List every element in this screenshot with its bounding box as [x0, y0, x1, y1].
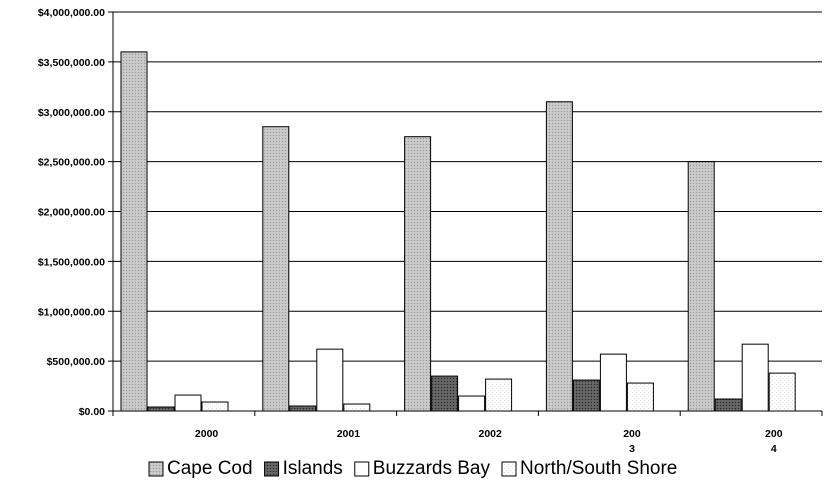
bar-buzzards-bay-4 [741, 343, 769, 412]
legend-label: Islands [283, 458, 343, 479]
bar-cape-cod-2 [404, 136, 432, 412]
y-tick-label: $3,500,000.00 [38, 57, 105, 69]
bar-islands-0 [147, 406, 175, 412]
y-axis-ticks: $0.00 $500,000.00 $1,000,000.00 $1,500,000.… [38, 7, 113, 418]
bar-islands-3 [572, 379, 600, 412]
axes [112, 12, 823, 416]
bar-cape-cod-1 [262, 126, 290, 412]
y-tick-label: $1,500,000.00 [38, 256, 105, 268]
y-tick-label: $2,500,000.00 [38, 157, 105, 169]
y-tick-label: $500,000.00 [47, 356, 106, 368]
legend-swatch [354, 461, 370, 477]
gridlines [113, 11, 822, 362]
bars [120, 51, 796, 412]
bar-islands-1 [289, 405, 317, 412]
x-tick-label: 200 [623, 428, 641, 440]
y-tick-label: $4,000,000.00 [38, 7, 105, 19]
y-tick-label: $1,000,000.00 [38, 306, 105, 318]
legend-swatch [148, 461, 164, 477]
x-tick-label: 2000 [195, 428, 219, 440]
legend-swatch [501, 461, 517, 477]
bar-cape-cod-0 [120, 51, 148, 412]
y-tick-label: $2,000,000.00 [38, 207, 105, 219]
x-tick-label: 4 [771, 443, 777, 455]
legend: Cape Cod Islands Buzzards Bay North/South S… [148, 458, 677, 479]
legend-label: North/South Shore [520, 458, 677, 479]
bar-north-south-shore-3 [626, 382, 654, 412]
legend-swatch [264, 461, 280, 477]
bar-north-south-shore-1 [343, 403, 371, 412]
bar-north-south-shore-4 [768, 372, 796, 412]
bar-buzzards-bay-1 [316, 348, 344, 412]
x-tick-label: 2002 [479, 428, 503, 440]
bar-cape-cod-4 [687, 161, 715, 412]
bar-cape-cod-3 [545, 101, 573, 412]
y-tick-label: $3,000,000.00 [38, 107, 105, 119]
x-tick-label: 3 [629, 443, 635, 455]
bar-north-south-shore-2 [485, 378, 513, 412]
legend-label: Cape Cod [167, 458, 253, 479]
x-tick-label: 2001 [337, 428, 361, 440]
y-tick-label: $0.00 [79, 406, 105, 418]
bar-islands-2 [431, 375, 459, 412]
x-tick-label: 200 [765, 428, 783, 440]
bar-islands-4 [714, 398, 742, 412]
bar-buzzards-bay-3 [599, 353, 627, 412]
bar-buzzards-bay-0 [174, 394, 202, 412]
bar-buzzards-bay-2 [458, 395, 486, 412]
legend-label: Buzzards Bay [373, 458, 491, 479]
bar-north-south-shore-0 [201, 401, 229, 412]
